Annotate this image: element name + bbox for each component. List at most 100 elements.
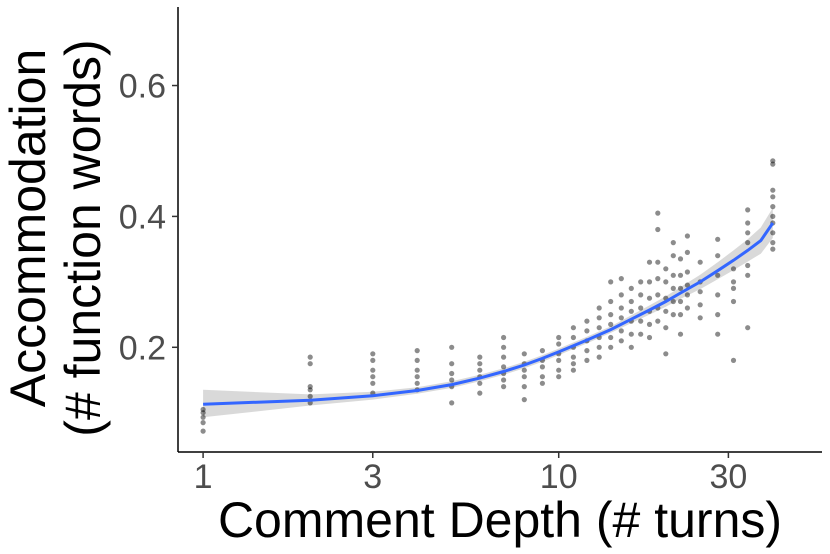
data-point xyxy=(628,285,634,291)
data-point xyxy=(556,357,562,363)
data-point xyxy=(730,279,737,285)
data-point xyxy=(414,348,420,354)
data-point xyxy=(646,334,653,341)
data-point xyxy=(684,282,691,288)
data-point xyxy=(200,410,206,416)
data-point xyxy=(628,344,634,350)
data-point xyxy=(570,367,577,373)
data-point xyxy=(570,361,577,367)
data-point xyxy=(414,357,420,363)
data-point xyxy=(646,259,653,265)
data-point xyxy=(697,259,703,265)
y-axis-title-line2: (# function words) xyxy=(55,39,111,436)
data-point xyxy=(200,428,206,434)
data-point xyxy=(745,262,751,269)
data-point xyxy=(200,414,206,420)
y-axis-title-line1: Accommodation xyxy=(0,49,56,408)
data-point xyxy=(715,292,721,298)
data-point xyxy=(628,308,634,314)
data-point xyxy=(715,312,721,318)
data-point xyxy=(670,285,676,291)
data-point xyxy=(655,276,661,282)
data-point xyxy=(655,292,661,298)
data-point xyxy=(570,325,577,331)
data-point xyxy=(200,406,206,413)
data-point xyxy=(638,279,644,285)
data-point xyxy=(501,377,507,383)
data-point xyxy=(745,230,751,236)
data-point xyxy=(770,194,776,200)
data-point xyxy=(618,305,624,311)
data-point xyxy=(596,325,602,331)
data-point xyxy=(770,213,776,219)
data-point xyxy=(501,344,507,350)
data-point xyxy=(414,374,420,380)
x-tick-label: 10 xyxy=(540,458,578,496)
data-point xyxy=(477,367,483,373)
data-point xyxy=(670,298,676,305)
data-point xyxy=(715,253,721,259)
data-point xyxy=(370,357,376,363)
data-point xyxy=(570,334,577,341)
data-point xyxy=(638,292,644,298)
data-point xyxy=(715,331,721,337)
data-point xyxy=(770,204,776,210)
data-point xyxy=(684,269,691,275)
data-point xyxy=(677,285,684,291)
data-point xyxy=(370,380,376,386)
data-point xyxy=(628,298,634,305)
data-point xyxy=(477,390,483,396)
y-tick-label: 0.2 xyxy=(119,329,166,367)
data-point xyxy=(684,233,691,239)
data-point xyxy=(770,187,776,193)
data-point xyxy=(501,364,507,370)
data-point xyxy=(684,292,691,298)
data-point xyxy=(596,315,602,321)
data-point xyxy=(770,161,776,167)
data-point xyxy=(449,400,455,406)
data-point xyxy=(745,220,751,226)
data-point xyxy=(715,272,721,278)
data-point xyxy=(449,377,455,383)
data-point xyxy=(697,289,703,295)
data-point xyxy=(745,325,751,331)
data-point xyxy=(608,312,614,318)
data-point xyxy=(584,357,590,363)
x-tick-label: 30 xyxy=(709,458,747,496)
data-point xyxy=(663,325,669,331)
data-point xyxy=(521,351,527,357)
data-point xyxy=(677,298,684,305)
data-point xyxy=(539,364,546,370)
data-point xyxy=(539,374,546,380)
data-point xyxy=(449,361,455,367)
data-point xyxy=(730,266,737,272)
data-point xyxy=(200,420,206,426)
data-point xyxy=(770,240,776,246)
data-point xyxy=(730,357,737,363)
data-point xyxy=(370,367,376,373)
data-point xyxy=(730,298,737,305)
data-point xyxy=(584,318,590,324)
y-tick-label: 0.6 xyxy=(119,68,166,106)
data-point xyxy=(501,334,507,341)
x-axis-title: Comment Depth (# turns) xyxy=(218,492,782,548)
data-point xyxy=(618,315,624,321)
data-point xyxy=(663,351,669,357)
data-point xyxy=(655,259,661,265)
data-point xyxy=(638,305,644,311)
data-point xyxy=(307,361,313,367)
data-point xyxy=(477,380,483,386)
data-point xyxy=(370,351,376,357)
data-point xyxy=(770,158,776,164)
data-point xyxy=(677,312,684,318)
data-point xyxy=(618,292,624,298)
data-point xyxy=(646,295,653,301)
data-point xyxy=(655,226,661,233)
data-point xyxy=(521,397,527,403)
data-point xyxy=(501,354,507,360)
data-point xyxy=(670,240,676,246)
data-point xyxy=(697,315,703,321)
data-point xyxy=(745,207,751,213)
data-point xyxy=(556,334,562,341)
